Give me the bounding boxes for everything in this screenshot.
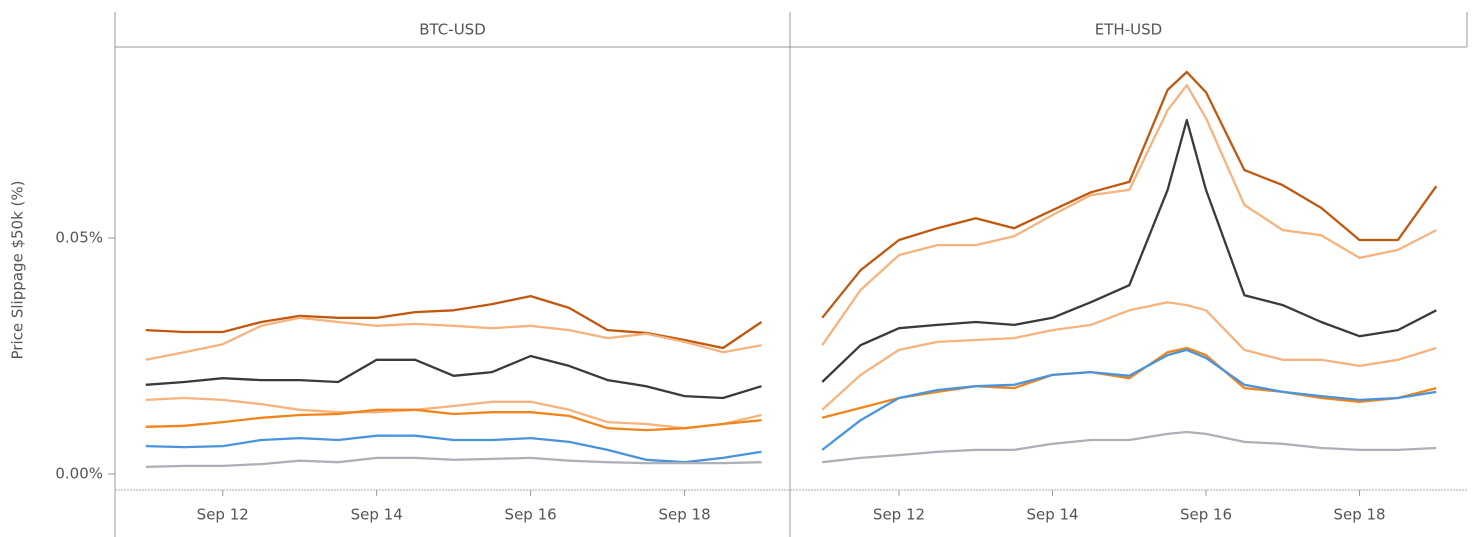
x-tick-label: Sep 16 [505,506,557,524]
x-tick-label: Sep 14 [1026,506,1078,524]
x-tick-label: Sep 12 [197,506,249,524]
series-line [821,301,1437,411]
series-line [145,316,762,361]
series-line [145,408,762,432]
y-tick-label: 0.00% [55,464,103,482]
x-tick-label: Sep 14 [351,506,403,524]
series-line [145,456,762,469]
series-line [145,434,762,464]
series-line [821,346,1437,419]
x-tick-label: Sep 12 [873,506,925,524]
series-line [821,348,1437,451]
panel-title: BTC-USD [419,21,486,39]
series-line [822,430,1437,464]
panel-title: ETH-USD [1095,21,1162,39]
series-line [145,294,763,350]
series-line [821,84,1437,346]
y-tick-label: 0.05% [55,229,103,247]
y-axis-label: Price Slippage $50k (%) [9,180,27,359]
x-tick-label: Sep 18 [658,506,710,524]
x-tick-label: Sep 18 [1333,506,1385,524]
series-line [821,70,1438,319]
series-line [821,118,1437,383]
x-tick-label: Sep 16 [1180,506,1232,524]
series-line [145,354,762,400]
series-line [145,396,762,430]
